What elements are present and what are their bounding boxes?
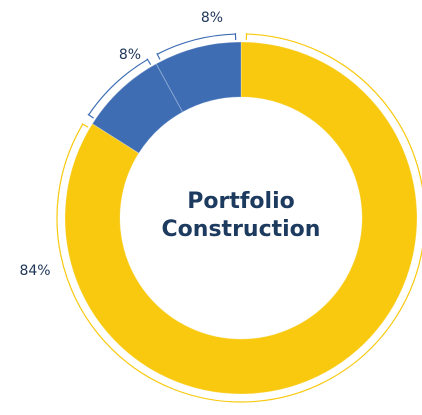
arc-tick — [147, 59, 151, 65]
value-label: 84% — [19, 263, 50, 279]
center-title: Portfolio Construction — [156, 188, 326, 244]
value-label: 8% — [119, 47, 141, 63]
value-label: 8% — [201, 10, 223, 26]
arc-tick — [82, 124, 88, 128]
arc-tick — [88, 114, 94, 118]
